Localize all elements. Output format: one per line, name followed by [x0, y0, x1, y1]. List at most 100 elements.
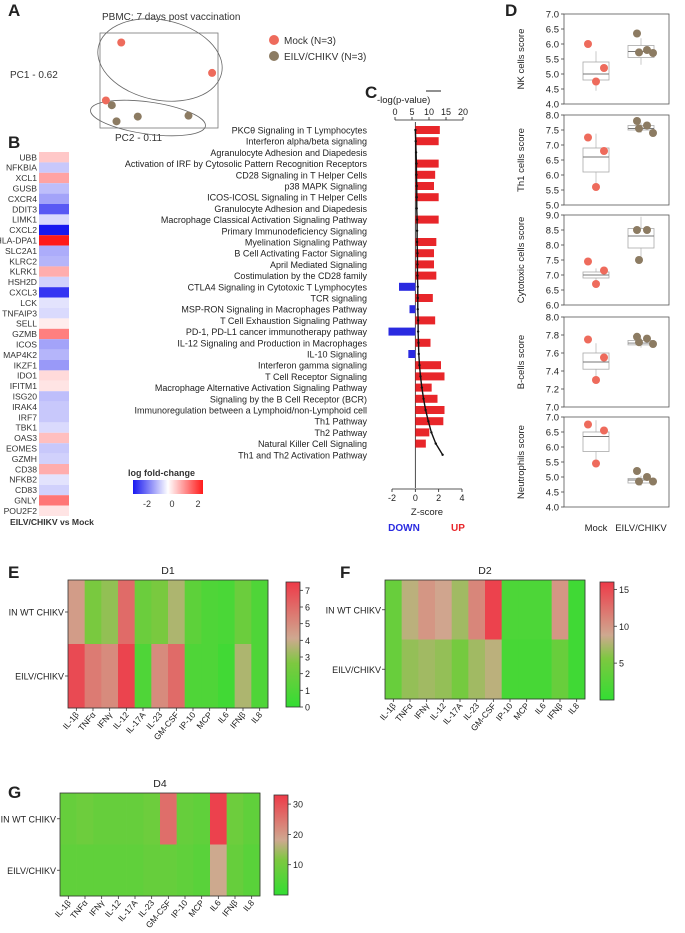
- cyto-cell-g-0-7: [176, 793, 194, 845]
- gene-label-ikzf1: IKZF1: [14, 360, 38, 370]
- pathway-label-12: April Mediated Signaling: [270, 260, 367, 270]
- pathway-label-14: CTLA4 Signaling in Cytotoxic T Lymphocyt…: [188, 282, 368, 292]
- zscore-bar-17: [415, 316, 436, 325]
- panel-letter-g: G: [8, 783, 21, 802]
- top-tick-label-2: 10: [424, 107, 434, 117]
- pvalue-point-28: [434, 442, 437, 445]
- gene-cell-cxcr4: [39, 193, 69, 204]
- cyto-cell-e-0-4: [134, 580, 152, 645]
- cyto-row-label-e-1: EILV/CHIKV: [15, 672, 64, 682]
- pca-box: [99, 32, 219, 129]
- zscore-bar-21: [415, 361, 441, 370]
- cyto-frame-e: [67, 579, 269, 709]
- cyto-title-f: D2: [478, 565, 492, 577]
- cyto-col-label-e-8: MCP: [194, 710, 214, 731]
- pca-x-label: PC2 - 0.11: [115, 133, 162, 144]
- cyto-col-label-f-1: TNFα: [393, 701, 414, 724]
- cyto-scale-label-e-3: 3: [305, 653, 310, 663]
- gene-cell-cd83: [39, 484, 69, 496]
- gene-label-hsh2d: HSH2D: [8, 277, 37, 287]
- cyto-cell-f-1-2: [418, 639, 436, 700]
- zscore-bar-13: [415, 271, 437, 280]
- cyto-cell-g-0-8: [193, 793, 211, 845]
- gene-label-gusb: GUSB: [13, 184, 38, 194]
- score-tick-label-1-3: 6.5: [546, 156, 559, 167]
- cyto-scale-label-e-2: 2: [305, 669, 310, 679]
- gene-cell-isg20: [39, 391, 69, 402]
- zscore-bar-19: [415, 338, 431, 347]
- gene-cell-pou2f2: [39, 505, 69, 516]
- cyto-col-label-g-1: TNFα: [68, 898, 89, 921]
- cyto-col-label-e-1: TNFα: [76, 710, 97, 733]
- cyto-scale-label-e-1: 1: [305, 686, 310, 696]
- pathway-label-18: PD-1, PD-L1 cancer immunotherapy pathway: [186, 327, 368, 337]
- up-label: UP: [451, 523, 465, 534]
- score-tick-label-3-2: 7.4: [546, 367, 559, 378]
- cyto-cell-e-1-10: [234, 644, 252, 709]
- pvalue-point-22: [419, 375, 422, 378]
- cyto-scale-label-e-6: 6: [305, 603, 310, 613]
- top-tick-label-3: 15: [441, 107, 451, 117]
- score-tick-label-3-0: 7.0: [546, 403, 559, 414]
- pvalue-point-2: [414, 151, 418, 154]
- score-tick-label-2-0: 6.0: [546, 301, 559, 312]
- cyto-cell-e-0-5: [151, 580, 169, 645]
- gene-cell-limk1: [39, 214, 69, 225]
- pca-point-mock-0: [117, 38, 126, 47]
- cyto-cell-f-1-9: [535, 639, 552, 700]
- score-tick-label-0-6: 7.0: [546, 10, 559, 21]
- gene-cell-tnfaip3: [39, 308, 69, 319]
- score-point-eilv-4-2: [635, 477, 643, 486]
- cyto-cell-g-0-1: [76, 793, 94, 845]
- zscore-bar-24: [415, 394, 438, 403]
- score-tick-label-0-0: 4.0: [546, 100, 559, 111]
- cyto-cell-g-1-1: [76, 844, 94, 897]
- pca-point-eilv-3: [112, 117, 121, 126]
- cyto-scale-label-g-0: 10: [293, 860, 303, 870]
- pathway-label-29: Th1 and Th2 Activation Pathway: [238, 450, 367, 460]
- pvalue-point-12: [416, 263, 419, 266]
- gene-label-ido1: IDO1: [17, 371, 37, 381]
- panel-letter-a: A: [8, 1, 20, 20]
- gene-cell-irak4: [39, 401, 69, 412]
- gene-label-sell: SELL: [16, 319, 37, 329]
- score-panel-frame-3: [563, 316, 670, 408]
- cyto-cell-f-0-6: [485, 580, 502, 640]
- score-tick-label-4-3: 5.5: [546, 458, 559, 469]
- heatmap-b-xlabel: EILV/CHIKV vs Mock: [10, 517, 94, 527]
- gene-label-ubb: UBB: [19, 152, 37, 162]
- zscore-bar-6: [415, 193, 439, 202]
- score-point-eilv-2-1: [643, 226, 651, 234]
- score-panel-frame-4: [563, 416, 670, 508]
- cyto-cell-g-1-5: [143, 844, 161, 897]
- gene-label-pou2f2: POU2F2: [4, 506, 38, 516]
- cyto-cell-g-1-10: [226, 844, 244, 897]
- gene-label-xcl1: XCL1: [16, 173, 38, 183]
- zscore-bar-15: [415, 294, 433, 302]
- zscore-bar-8: [415, 215, 439, 224]
- gene-cell-irf7: [39, 412, 69, 423]
- cyto-cell-g-0-3: [110, 793, 127, 845]
- score-point-mock-4-0: [584, 420, 592, 429]
- pathway-label-1: Interferon alpha/beta signaling: [246, 137, 367, 147]
- score-point-mock-0-0: [584, 40, 592, 48]
- score-tick-label-2-1: 6.5: [546, 286, 559, 297]
- score-point-mock-3-1: [600, 353, 608, 362]
- gene-cell-tbk1: [39, 422, 69, 433]
- zscore-bar-12: [415, 260, 434, 269]
- cyto-scale-label-f-1: 10: [619, 622, 629, 632]
- gene-cell-ubb: [39, 152, 69, 163]
- score-tick-label-1-1: 5.5: [546, 186, 559, 197]
- pvalue-point-23: [420, 386, 424, 389]
- cyto-cell-f-1-1: [401, 639, 419, 700]
- cyto-cell-g-1-11: [243, 844, 261, 897]
- pvalue-point-9: [415, 229, 419, 232]
- cyto-cell-f-0-1: [401, 580, 419, 640]
- pca-ellipse-mock: [97, 18, 223, 102]
- pvalue-point-19: [417, 341, 420, 344]
- score-tick-label-1-0: 5.0: [546, 201, 559, 212]
- panel-letter-b: B: [8, 133, 20, 152]
